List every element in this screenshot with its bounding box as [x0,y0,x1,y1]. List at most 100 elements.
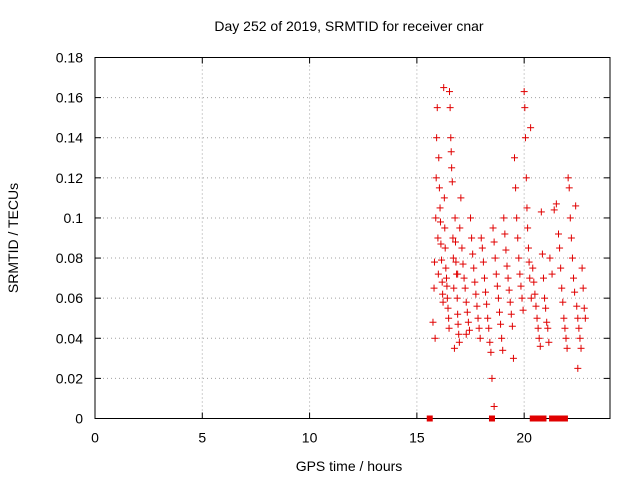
data-point [434,270,442,278]
y-tick-label: 0 [75,411,83,427]
data-point [452,258,460,266]
data-point [467,214,475,222]
data-point [479,258,487,266]
data-point [487,348,495,356]
data-point [439,298,447,306]
data-point [454,320,462,328]
data-point [438,256,446,264]
data-point [431,334,439,342]
data-point [574,314,582,322]
data-point [477,234,485,242]
data-point [517,282,525,290]
data-point [429,318,437,326]
data-point [447,148,455,156]
data-point [449,234,457,242]
data-point [544,324,552,332]
data-point [499,346,507,354]
data-point [430,258,438,266]
data-point [505,286,513,294]
y-tick-label: 0.14 [56,130,83,146]
data-point [471,278,479,286]
data-point [445,88,453,96]
data-point [460,274,468,282]
data-point [456,224,464,232]
data-point [533,314,541,322]
data-point [448,178,456,186]
data-point [531,290,539,298]
data-point [543,318,551,326]
data-point [461,284,469,292]
data-point [529,264,537,272]
data-point [453,294,461,302]
data-point [462,330,470,338]
data-point [560,314,568,322]
data-point [558,284,566,292]
data-point [563,344,571,352]
data-point [484,314,492,322]
y-tick-label: 0.16 [56,90,83,106]
data-point [480,274,488,282]
data-point [522,174,530,182]
data-point [548,270,556,278]
data-point [545,338,553,346]
data-point [436,218,444,226]
data-point [521,134,529,142]
data-point [475,324,483,332]
data-point [537,208,545,216]
data-point [542,304,550,312]
y-tick-label: 0.18 [56,50,83,66]
data-point [451,214,459,222]
data-point [521,104,529,112]
data-point [578,264,586,272]
data-point [473,302,481,310]
data-point [459,260,467,268]
zero-marker [540,415,547,422]
data-point [446,104,454,112]
zero-marker [561,415,568,422]
data-point [572,202,580,210]
data-point [539,274,547,282]
data-point [546,254,554,262]
data-point [444,304,452,312]
data-point [489,224,497,232]
data-point [530,278,538,286]
data-point [450,284,458,292]
data-point [535,334,543,342]
data-point [575,324,583,332]
zero-marker [529,415,536,422]
x-tick-label: 0 [91,430,99,446]
data-point [516,270,524,278]
data-point [566,214,574,222]
data-point [538,250,546,258]
data-point [518,294,526,302]
data-point [450,344,458,352]
data-point [534,324,542,332]
data-point [581,314,589,322]
data-point [524,224,532,232]
zero-markers [426,415,568,422]
data-point [573,302,581,310]
data-point [559,298,567,306]
data-point [555,230,562,238]
data-point [454,310,462,318]
data-point [532,302,540,310]
data-point [495,308,503,316]
data-point [455,330,463,338]
data-point [441,244,449,252]
zero-marker [555,415,562,422]
zero-marker [426,415,433,422]
data-point [452,238,459,246]
data-point [438,278,446,286]
data-point [490,238,498,246]
data-point [488,374,496,382]
data-point [519,306,527,314]
x-tick-label: 10 [302,430,318,446]
data-point [433,134,441,142]
data-point [465,326,473,334]
data-point [509,354,517,362]
y-tick-label: 0.08 [56,250,83,266]
data-point [524,244,532,252]
y-tick-label: 0.02 [56,370,83,386]
data-point [500,214,508,222]
data-point [474,314,482,322]
